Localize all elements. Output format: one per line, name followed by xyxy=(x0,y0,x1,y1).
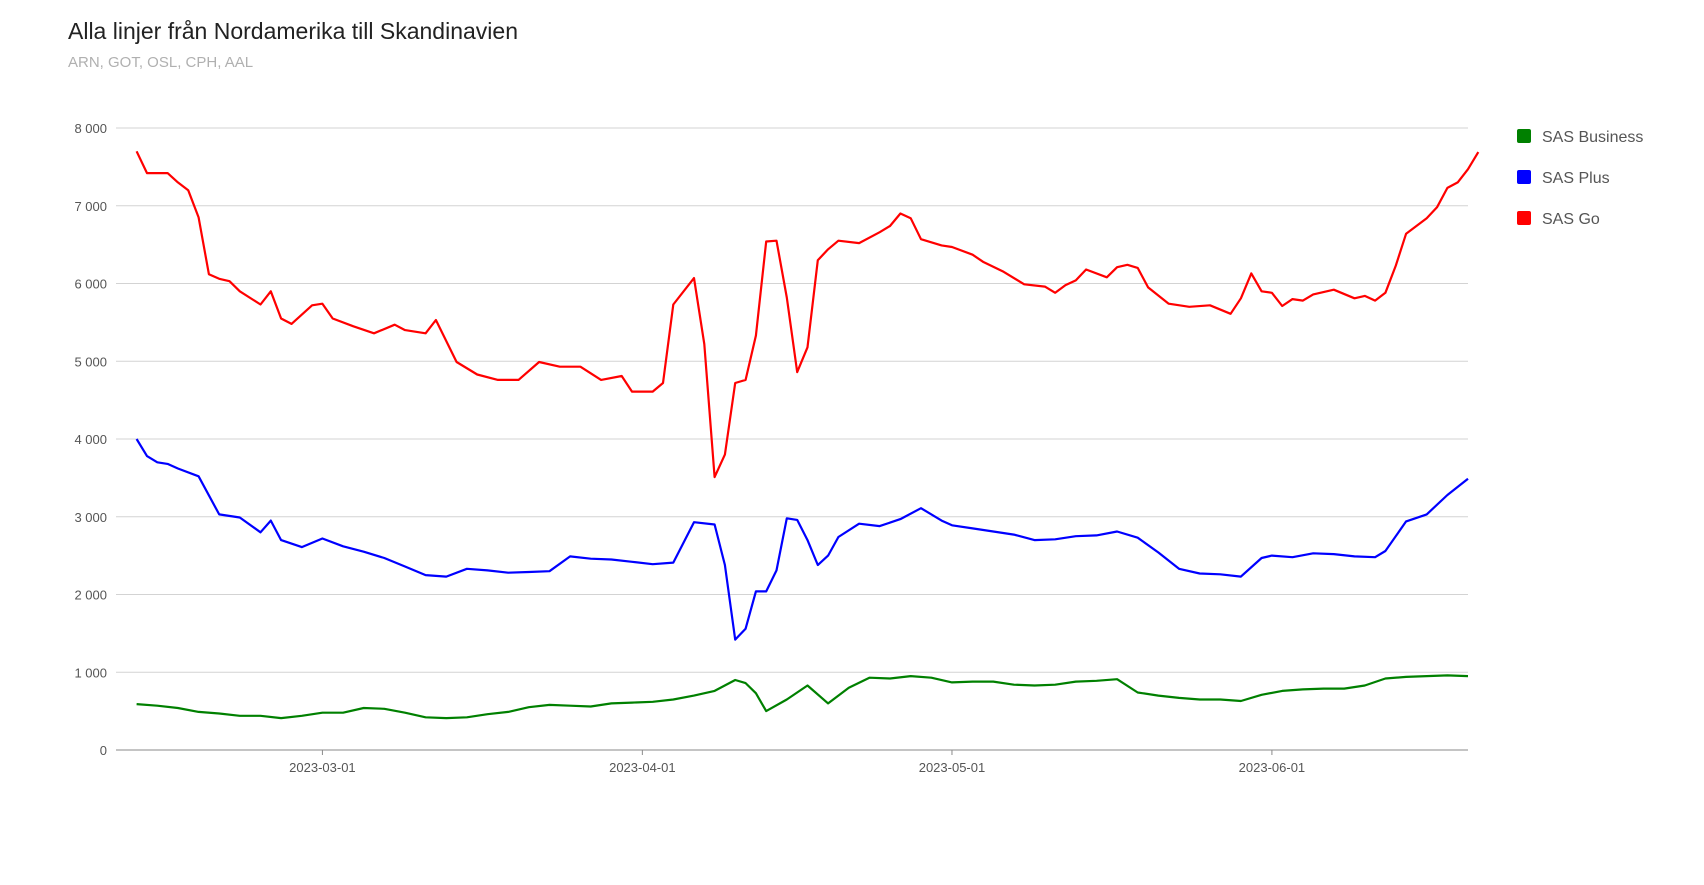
x-tick-label: 2023-03-01 xyxy=(289,760,356,775)
gridlines xyxy=(116,127,1468,673)
legend: SAS Business SAS Plus SAS Go xyxy=(1517,129,1643,228)
x-tick-label: 2023-06-01 xyxy=(1239,760,1306,775)
x-axis-ticks: 2023-03-01 2023-04-01 2023-05-01 2023-06-01 xyxy=(289,750,1305,775)
series-line-sas-business xyxy=(136,674,1469,720)
legend-swatch-sas-business xyxy=(1517,129,1531,143)
y-tick-label: 8 000 xyxy=(74,121,107,136)
y-tick-label: 2 000 xyxy=(74,588,107,603)
series-line-sas-go xyxy=(135,150,1480,479)
chart-subtitle: ARN, GOT, OSL, CPH, AAL xyxy=(68,54,254,71)
y-tick-label: 4 000 xyxy=(74,432,107,447)
y-tick-label: 0 xyxy=(100,743,107,758)
y-tick-label: 1 000 xyxy=(74,665,107,680)
y-tick-label: 6 000 xyxy=(74,277,107,292)
legend-label-sas-plus: SAS Plus xyxy=(1542,170,1610,187)
series-lines xyxy=(135,150,1480,720)
legend-swatch-sas-plus xyxy=(1517,170,1531,184)
legend-label-sas-business: SAS Business xyxy=(1542,129,1643,146)
y-tick-label: 3 000 xyxy=(74,510,107,525)
y-tick-label: 5 000 xyxy=(74,354,107,369)
legend-label-sas-go: SAS Go xyxy=(1542,211,1600,228)
y-tick-label: 7 000 xyxy=(74,199,107,214)
x-tick-label: 2023-04-01 xyxy=(609,760,676,775)
legend-swatch-sas-go xyxy=(1517,211,1531,225)
x-tick-label: 2023-05-01 xyxy=(919,760,986,775)
chart-title: Alla linjer från Nordamerika till Skandi… xyxy=(68,18,518,44)
y-axis-ticks: 0 1 000 2 000 3 000 4 000 5 000 6 000 7 000 8 00… xyxy=(74,121,107,758)
series-line-sas-plus xyxy=(135,438,1469,641)
